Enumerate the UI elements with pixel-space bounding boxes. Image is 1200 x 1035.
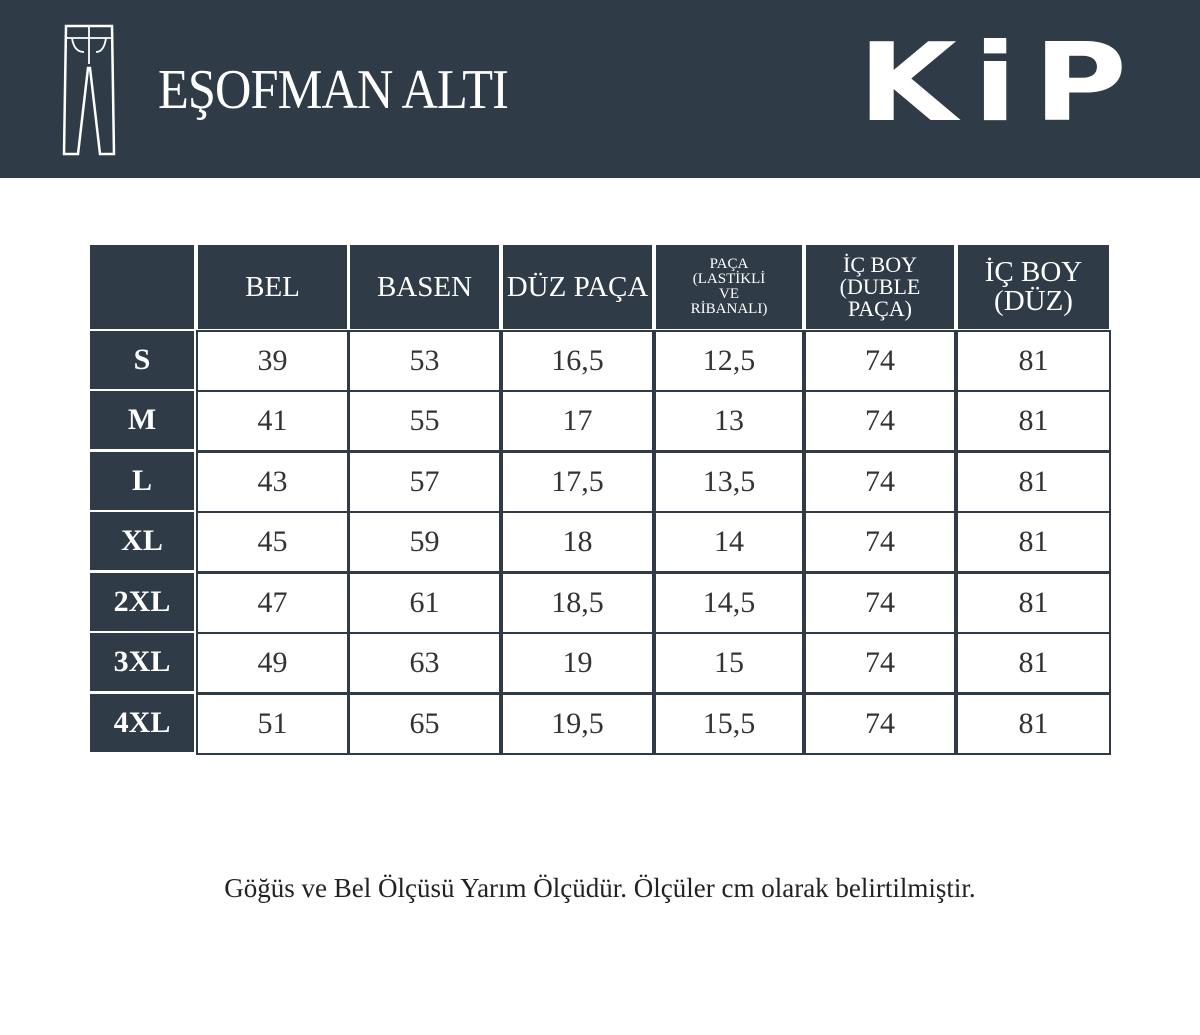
- size-label: M: [90, 391, 194, 449]
- value-cell: 81: [956, 451, 1111, 513]
- header-line: (DÜZ): [994, 285, 1073, 317]
- value-cell: 47: [196, 572, 349, 634]
- column-header: İÇ BOY (DUBLE PAÇA): [806, 245, 954, 329]
- header-line: (DUBLE: [839, 274, 921, 299]
- column-header: PAÇA (LASTİKLİ VE RİBANALI): [656, 245, 802, 329]
- value-cell: 13,5: [654, 451, 804, 513]
- value-cell: 81: [956, 330, 1111, 392]
- header-line: VE: [719, 286, 739, 302]
- value-cell: 61: [348, 572, 501, 634]
- header-line: PAÇA): [848, 296, 912, 321]
- value-cell: 74: [804, 451, 956, 513]
- header-line: İÇ BOY: [843, 252, 917, 277]
- value-cell: 81: [956, 632, 1111, 694]
- value-cell: 17,5: [501, 451, 654, 513]
- value-cell: 14,5: [654, 572, 804, 634]
- value-cell: 45: [196, 511, 349, 573]
- value-cell: 74: [804, 572, 956, 634]
- value-cell: 13: [654, 390, 804, 452]
- header-band: EŞOFMAN ALTI KiP: [0, 0, 1200, 178]
- pants-icon: [62, 24, 116, 156]
- value-cell: 41: [196, 390, 349, 452]
- value-cell: 81: [956, 572, 1111, 634]
- column-header: BEL: [198, 245, 347, 329]
- value-cell: 57: [348, 451, 501, 513]
- value-cell: 74: [804, 632, 956, 694]
- size-label: 2XL: [90, 573, 194, 631]
- value-cell: 74: [804, 511, 956, 573]
- note: Göğüs ve Bel Ölçüsü Yarım Ölçüdür. Ölçül…: [224, 873, 976, 903]
- value-cell: 81: [956, 693, 1111, 755]
- value-cell: 65: [348, 693, 501, 755]
- value-cell: 81: [956, 511, 1111, 573]
- size-label: S: [90, 331, 194, 389]
- value-cell: 19,5: [501, 693, 654, 755]
- value-cell: 49: [196, 632, 349, 694]
- header-line: (LASTİKLİ: [692, 271, 766, 287]
- value-cell: 14: [654, 511, 804, 573]
- logo: KiP: [858, 21, 1144, 146]
- header-line: BASEN: [376, 270, 473, 303]
- value-cell: 55: [348, 390, 501, 452]
- value-cell: 19: [501, 632, 654, 694]
- size-label: 4XL: [90, 694, 194, 752]
- header-line: BEL: [245, 270, 300, 303]
- value-cell: 51: [196, 693, 349, 755]
- value-cell: 18: [501, 511, 654, 573]
- value-cell: 43: [196, 451, 349, 513]
- size-label: 3XL: [90, 633, 194, 691]
- value-cell: 39: [196, 330, 349, 392]
- title: EŞOFMAN ALTI: [158, 59, 509, 121]
- header-line: RİBANALI): [690, 301, 768, 317]
- value-cell: 81: [956, 390, 1111, 452]
- header-line: PAÇA: [709, 256, 749, 272]
- value-cell: 12,5: [654, 330, 804, 392]
- value-cell: 53: [348, 330, 501, 392]
- size-label: L: [90, 452, 194, 510]
- column-header: BASEN: [350, 245, 499, 329]
- value-cell: 15: [654, 632, 804, 694]
- header-line: İÇ BOY: [984, 256, 1083, 288]
- value-cell: 59: [348, 511, 501, 573]
- column-header: İÇ BOY (DÜZ): [958, 245, 1109, 329]
- value-cell: 15,5: [654, 693, 804, 755]
- value-cell: 16,5: [501, 330, 654, 392]
- column-header: DÜZ PAÇA: [503, 245, 652, 329]
- value-cell: 63: [348, 632, 501, 694]
- value-cell: 74: [804, 330, 956, 392]
- value-cell: 18,5: [501, 572, 654, 634]
- header-line: DÜZ PAÇA: [506, 270, 649, 303]
- size-label: XL: [90, 512, 194, 570]
- corner-cell: [90, 245, 194, 329]
- value-cell: 74: [804, 390, 956, 452]
- value-cell: 74: [804, 693, 956, 755]
- value-cell: 17: [501, 390, 654, 452]
